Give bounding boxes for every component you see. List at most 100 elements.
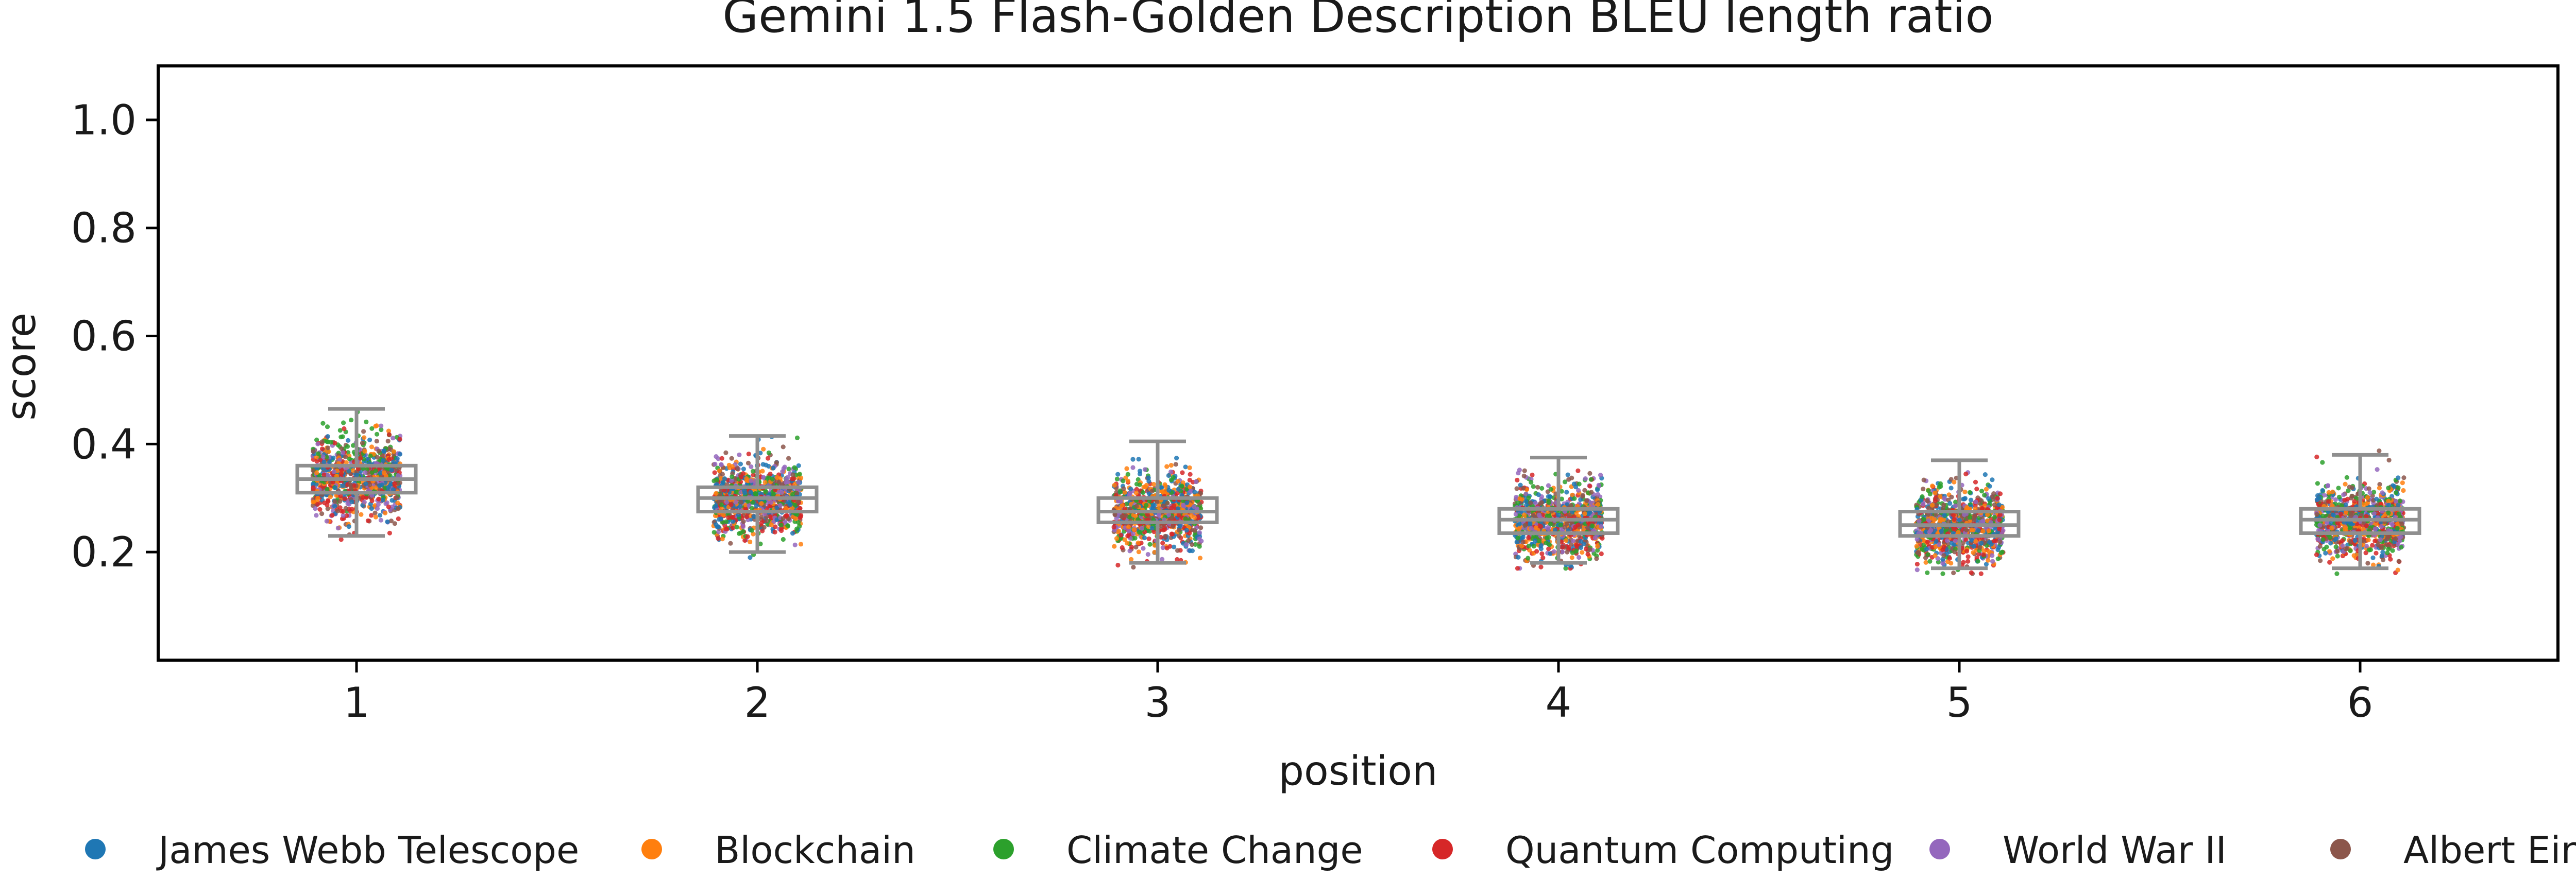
data-point bbox=[1938, 494, 1943, 499]
data-point bbox=[2346, 488, 2351, 493]
data-point bbox=[395, 481, 401, 486]
data-point bbox=[1526, 556, 1531, 561]
data-point bbox=[1987, 484, 1992, 489]
data-point bbox=[788, 502, 793, 507]
data-point bbox=[793, 516, 799, 522]
data-point bbox=[325, 424, 330, 429]
data-point bbox=[361, 429, 366, 434]
data-point bbox=[1532, 538, 1538, 543]
data-point bbox=[1948, 486, 1954, 491]
data-point bbox=[1539, 551, 1545, 556]
data-point bbox=[376, 502, 381, 507]
data-point bbox=[373, 514, 379, 520]
data-point bbox=[315, 451, 321, 456]
data-point bbox=[2333, 544, 2338, 549]
data-point bbox=[1515, 536, 1520, 541]
data-point bbox=[1540, 555, 1546, 560]
data-point bbox=[341, 484, 346, 489]
data-point bbox=[1999, 505, 2005, 510]
data-point bbox=[730, 464, 735, 469]
data-point bbox=[777, 503, 783, 508]
data-point bbox=[1981, 548, 1987, 554]
data-point bbox=[1954, 475, 1959, 480]
data-point bbox=[397, 437, 402, 442]
data-point bbox=[1134, 487, 1139, 492]
data-point bbox=[387, 473, 393, 478]
data-point bbox=[2395, 567, 2400, 573]
data-point bbox=[1184, 500, 1190, 505]
data-point bbox=[378, 470, 383, 475]
data-point bbox=[317, 507, 323, 512]
data-point bbox=[790, 492, 795, 497]
data-point bbox=[721, 512, 726, 517]
data-point bbox=[1548, 494, 1553, 499]
data-point bbox=[377, 483, 382, 488]
data-point bbox=[798, 542, 804, 547]
data-point bbox=[1125, 478, 1130, 484]
data-point bbox=[731, 519, 736, 524]
data-point bbox=[1160, 545, 1165, 550]
data-point bbox=[1986, 528, 1991, 533]
data-point bbox=[1197, 536, 1202, 542]
data-point bbox=[1580, 550, 1585, 555]
data-point bbox=[1142, 535, 1147, 541]
data-point bbox=[1192, 515, 1197, 520]
data-point bbox=[1595, 544, 1600, 549]
data-point bbox=[776, 489, 782, 494]
data-point bbox=[772, 529, 777, 534]
data-point bbox=[386, 428, 392, 434]
data-point bbox=[1941, 496, 1947, 501]
data-point bbox=[1566, 477, 1571, 482]
data-point bbox=[786, 467, 791, 472]
data-point bbox=[1562, 525, 1567, 530]
data-point bbox=[311, 449, 316, 454]
data-point bbox=[1115, 562, 1121, 568]
data-point bbox=[2327, 560, 2332, 565]
data-point bbox=[373, 468, 378, 473]
data-point bbox=[1149, 526, 1155, 531]
data-point bbox=[1526, 535, 1531, 540]
data-point bbox=[794, 491, 800, 496]
data-point bbox=[1939, 528, 1944, 534]
data-point bbox=[1981, 552, 1986, 558]
data-point bbox=[1586, 511, 1591, 516]
data-point bbox=[1941, 502, 1946, 508]
data-point bbox=[1921, 502, 1926, 507]
data-point bbox=[361, 495, 366, 500]
data-point bbox=[1125, 472, 1130, 477]
data-point bbox=[1567, 512, 1572, 517]
data-point bbox=[1982, 493, 1987, 498]
data-point bbox=[1952, 517, 1957, 522]
data-point bbox=[1571, 514, 1577, 519]
data-point bbox=[311, 485, 316, 490]
data-point bbox=[1125, 533, 1130, 539]
data-point bbox=[369, 426, 375, 431]
data-point bbox=[1973, 499, 1978, 505]
data-point bbox=[1560, 549, 1565, 555]
data-point bbox=[799, 475, 804, 480]
data-point bbox=[1973, 539, 1978, 544]
data-point bbox=[340, 434, 345, 439]
data-point bbox=[1127, 514, 1132, 520]
data-point bbox=[1187, 477, 1192, 483]
data-point bbox=[377, 513, 383, 518]
data-point bbox=[1546, 546, 1551, 551]
data-point bbox=[1515, 566, 1520, 571]
data-point bbox=[1539, 486, 1545, 491]
data-point bbox=[749, 528, 754, 533]
data-point bbox=[1925, 539, 1930, 544]
data-point bbox=[2377, 448, 2382, 454]
data-point bbox=[385, 439, 391, 444]
data-point bbox=[1192, 490, 1197, 495]
data-point bbox=[385, 519, 390, 524]
data-point bbox=[391, 449, 397, 454]
data-point bbox=[1925, 552, 1930, 557]
data-point bbox=[362, 499, 367, 505]
data-point bbox=[325, 439, 330, 444]
data-point bbox=[1934, 503, 1939, 508]
data-point bbox=[379, 427, 384, 433]
data-point bbox=[745, 534, 750, 539]
data-point bbox=[1146, 536, 1151, 541]
data-point bbox=[1953, 503, 1958, 508]
data-point bbox=[781, 444, 786, 450]
